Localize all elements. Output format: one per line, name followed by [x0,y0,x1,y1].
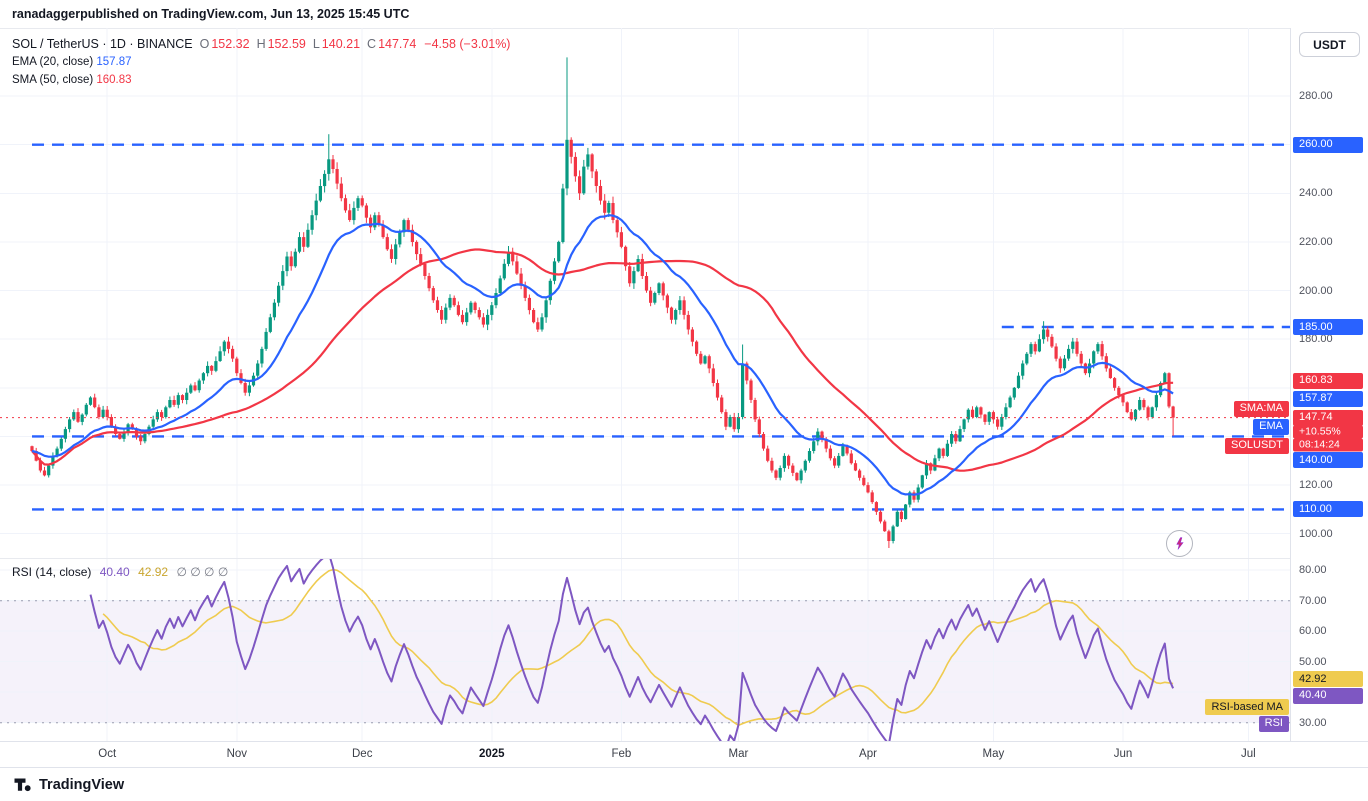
sma-legend-row[interactable]: SMA (50, close) 160.83 [12,72,510,89]
rsi-band-edges [0,600,1290,724]
sma-label: SMA (50, close) [12,74,94,86]
wicks-up [48,57,1166,544]
rsi-value: 40.40 [99,565,130,579]
time-label-apr: Apr [859,748,877,760]
attribution-text: published on TradingView.com, Jun 13, 20… [80,7,410,21]
lightning-bolt-icon [1176,537,1184,550]
axis-tick: 220.00 [1299,235,1333,248]
candles-down [30,139,1175,541]
gridlines [0,28,1290,558]
time-axis[interactable]: Oct Nov Dec 2025 Feb Mar Apr May Jun Jul [0,741,1368,767]
rsi-ma-line [102,568,1174,727]
ema-label: EMA (20, close) [12,56,94,68]
time-label-jul: Jul [1241,748,1256,760]
last-price-badge: 147.74 [1293,409,1363,426]
close-label: C [367,37,377,51]
rsi-value-badge: 40.40 [1293,687,1363,704]
symbol-title[interactable]: SOL / TetherUS · 1D · BINANCE [12,37,193,51]
ema-price-badge: 157.87 [1293,390,1363,407]
change-percent-badge: +10.55% [1293,425,1363,439]
attribution-bar: ranadagger published on TradingView.com,… [0,0,1368,28]
axis-tick: 240.00 [1299,187,1333,200]
rsi-line [89,558,1175,741]
change-value: −4.58 (−3.01%) [424,37,511,51]
axis-tick: 120.00 [1299,479,1333,492]
time-label-dec: Dec [351,748,373,760]
rsi-ma-value-badge: 42.92 [1293,671,1363,688]
axis-tick: 200.00 [1299,284,1333,297]
time-label-may: May [982,748,1005,760]
tradingview-wordmark[interactable]: TradingView [39,776,125,793]
time-label-nov: Nov [226,748,248,760]
axis-tick: 180.00 [1299,333,1333,346]
footer-bar: TradingView [0,767,1368,801]
wicks-down [31,137,1174,548]
tradingview-logo-icon[interactable] [13,775,32,794]
ema-line [31,214,1174,496]
close-value: 147.74 [378,37,417,51]
attribution-author: ranadagger [12,7,81,21]
time-label-mar: Mar [728,748,749,760]
rsi-empty-args: ∅ ∅ ∅ ∅ [176,565,229,579]
price-pane[interactable] [0,28,1290,558]
open-value: 152.32 [211,37,250,51]
open-label: O [199,37,210,51]
time-label-jun: Jun [1113,748,1133,760]
rsi-title: RSI (14, close) [12,565,92,579]
symbol-ohlc-row: SOL / TetherUS · 1D · BINANCE O 152.32 H 152… [12,36,510,53]
candles-up [47,139,1167,541]
ema-legend-row[interactable]: EMA (20, close) 157.87 [12,54,510,71]
sma-price-badge: 160.83 [1293,372,1363,389]
low-label: L [312,37,320,51]
time-label-feb: Feb [611,748,632,760]
low-value: 140.21 [321,37,361,51]
level-price-badge: 140.00 [1293,452,1363,469]
level-price-badge: 260.00 [1293,136,1363,153]
axis-tick: 70.00 [1299,594,1327,607]
axis-tick: 280.00 [1299,90,1333,103]
support-resistance-lines [32,143,1290,511]
high-label: H [256,37,266,51]
axis-tick: 80.00 [1299,564,1327,577]
pane-divider[interactable] [0,558,1368,559]
rsi-legend[interactable]: RSI (14, close) 40.40 42.92 ∅ ∅ ∅ ∅ [12,565,233,579]
level-price-badge: 110.00 [1293,501,1363,518]
flash-icon[interactable] [1166,530,1193,557]
time-label-2025: 2025 [479,748,505,760]
axis-tick: 30.00 [1299,716,1327,729]
divider [0,28,1368,29]
price-legend[interactable]: SOL / TetherUS · 1D · BINANCE O 152.32 H 152… [12,36,510,89]
bar-countdown-badge: 08:14:24 [1293,438,1363,452]
sma-value: 160.83 [96,74,132,86]
axis-tick: 100.00 [1299,527,1333,540]
time-label-oct: Oct [98,748,117,760]
ema-value: 157.87 [96,56,132,68]
high-value: 152.59 [267,37,306,51]
axis-tick: 60.00 [1299,625,1327,638]
rsi-pane[interactable] [0,558,1290,741]
axis-tick: 50.00 [1299,655,1327,668]
level-price-badge: 185.00 [1293,319,1363,336]
rsi-ma-value: 42.92 [138,565,169,579]
sma-line [31,248,1174,472]
price-axis[interactable]: USDT 280.00 240.00 220.00 200.00 180.00 120.0… [1290,28,1368,741]
currency-button[interactable]: USDT [1299,32,1360,57]
